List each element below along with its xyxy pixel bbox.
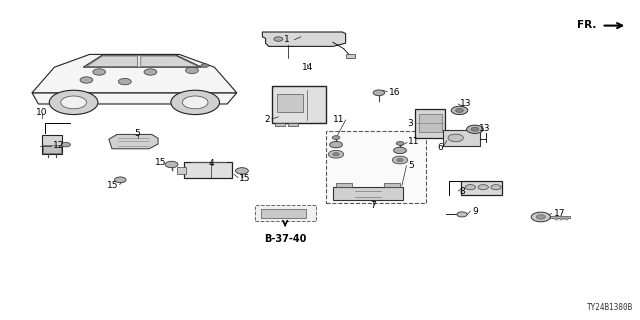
Text: 15: 15 <box>239 174 250 183</box>
Polygon shape <box>32 54 237 93</box>
Circle shape <box>333 153 339 156</box>
Circle shape <box>236 168 248 174</box>
Circle shape <box>392 156 408 164</box>
Circle shape <box>330 141 342 148</box>
FancyBboxPatch shape <box>333 187 403 200</box>
Text: 5: 5 <box>408 161 414 170</box>
FancyBboxPatch shape <box>560 218 563 220</box>
Circle shape <box>467 125 483 133</box>
Text: 2: 2 <box>264 115 270 124</box>
Text: 10: 10 <box>36 108 47 117</box>
FancyBboxPatch shape <box>346 54 355 58</box>
Text: 11: 11 <box>333 115 344 124</box>
Text: 5: 5 <box>135 129 140 138</box>
Text: 3: 3 <box>408 119 413 128</box>
FancyBboxPatch shape <box>42 135 62 154</box>
FancyBboxPatch shape <box>565 218 568 220</box>
FancyBboxPatch shape <box>288 123 298 126</box>
Circle shape <box>396 141 404 145</box>
Polygon shape <box>141 56 198 67</box>
Text: FR.: FR. <box>577 20 596 30</box>
FancyBboxPatch shape <box>261 209 306 218</box>
Text: 8: 8 <box>460 187 465 196</box>
Circle shape <box>397 158 403 162</box>
Circle shape <box>451 106 468 115</box>
Circle shape <box>144 69 157 75</box>
Circle shape <box>491 185 501 190</box>
Circle shape <box>186 67 198 74</box>
FancyBboxPatch shape <box>555 218 558 220</box>
Circle shape <box>373 90 385 96</box>
Text: 11: 11 <box>408 137 420 146</box>
Circle shape <box>471 127 479 131</box>
Circle shape <box>118 78 131 85</box>
Text: 12: 12 <box>52 141 64 150</box>
Circle shape <box>61 142 70 147</box>
Circle shape <box>182 96 208 109</box>
Text: 14: 14 <box>301 63 313 72</box>
Circle shape <box>448 134 463 142</box>
FancyBboxPatch shape <box>550 216 570 218</box>
Text: 4: 4 <box>209 159 214 168</box>
Text: 7: 7 <box>371 201 376 210</box>
FancyBboxPatch shape <box>272 86 326 123</box>
Circle shape <box>457 212 467 217</box>
FancyBboxPatch shape <box>177 167 186 174</box>
Polygon shape <box>262 32 346 46</box>
Text: 15: 15 <box>155 158 166 167</box>
Text: 15: 15 <box>107 181 118 190</box>
Circle shape <box>394 147 406 154</box>
Text: 9: 9 <box>472 207 478 216</box>
Text: 6: 6 <box>437 143 443 152</box>
Circle shape <box>531 212 550 222</box>
Circle shape <box>456 108 463 112</box>
Circle shape <box>49 90 98 115</box>
FancyBboxPatch shape <box>415 109 445 138</box>
Text: 1: 1 <box>284 35 290 44</box>
Circle shape <box>274 37 283 41</box>
Circle shape <box>93 69 106 75</box>
Text: 13: 13 <box>479 124 490 133</box>
FancyBboxPatch shape <box>275 123 285 126</box>
FancyBboxPatch shape <box>443 130 480 146</box>
FancyBboxPatch shape <box>326 131 426 203</box>
Circle shape <box>465 185 476 190</box>
Circle shape <box>201 64 209 68</box>
Polygon shape <box>109 134 158 149</box>
FancyBboxPatch shape <box>277 94 303 112</box>
Circle shape <box>61 96 86 109</box>
FancyBboxPatch shape <box>461 181 502 195</box>
Circle shape <box>536 215 545 219</box>
Text: 17: 17 <box>554 209 565 218</box>
Polygon shape <box>86 56 138 67</box>
Text: 16: 16 <box>389 88 401 97</box>
Polygon shape <box>32 93 237 104</box>
FancyBboxPatch shape <box>336 183 352 187</box>
Circle shape <box>80 77 93 83</box>
FancyBboxPatch shape <box>419 114 442 132</box>
Text: TY24B1380B: TY24B1380B <box>588 303 634 312</box>
Circle shape <box>478 185 488 190</box>
Circle shape <box>115 177 126 183</box>
FancyBboxPatch shape <box>255 205 316 221</box>
Circle shape <box>328 150 344 158</box>
FancyBboxPatch shape <box>384 183 400 187</box>
FancyBboxPatch shape <box>184 162 232 178</box>
FancyBboxPatch shape <box>43 145 61 153</box>
Polygon shape <box>83 55 202 67</box>
Text: B-37-40: B-37-40 <box>264 234 307 244</box>
Circle shape <box>332 136 340 140</box>
Text: 13: 13 <box>460 99 471 108</box>
Circle shape <box>171 90 220 115</box>
Circle shape <box>165 161 178 168</box>
